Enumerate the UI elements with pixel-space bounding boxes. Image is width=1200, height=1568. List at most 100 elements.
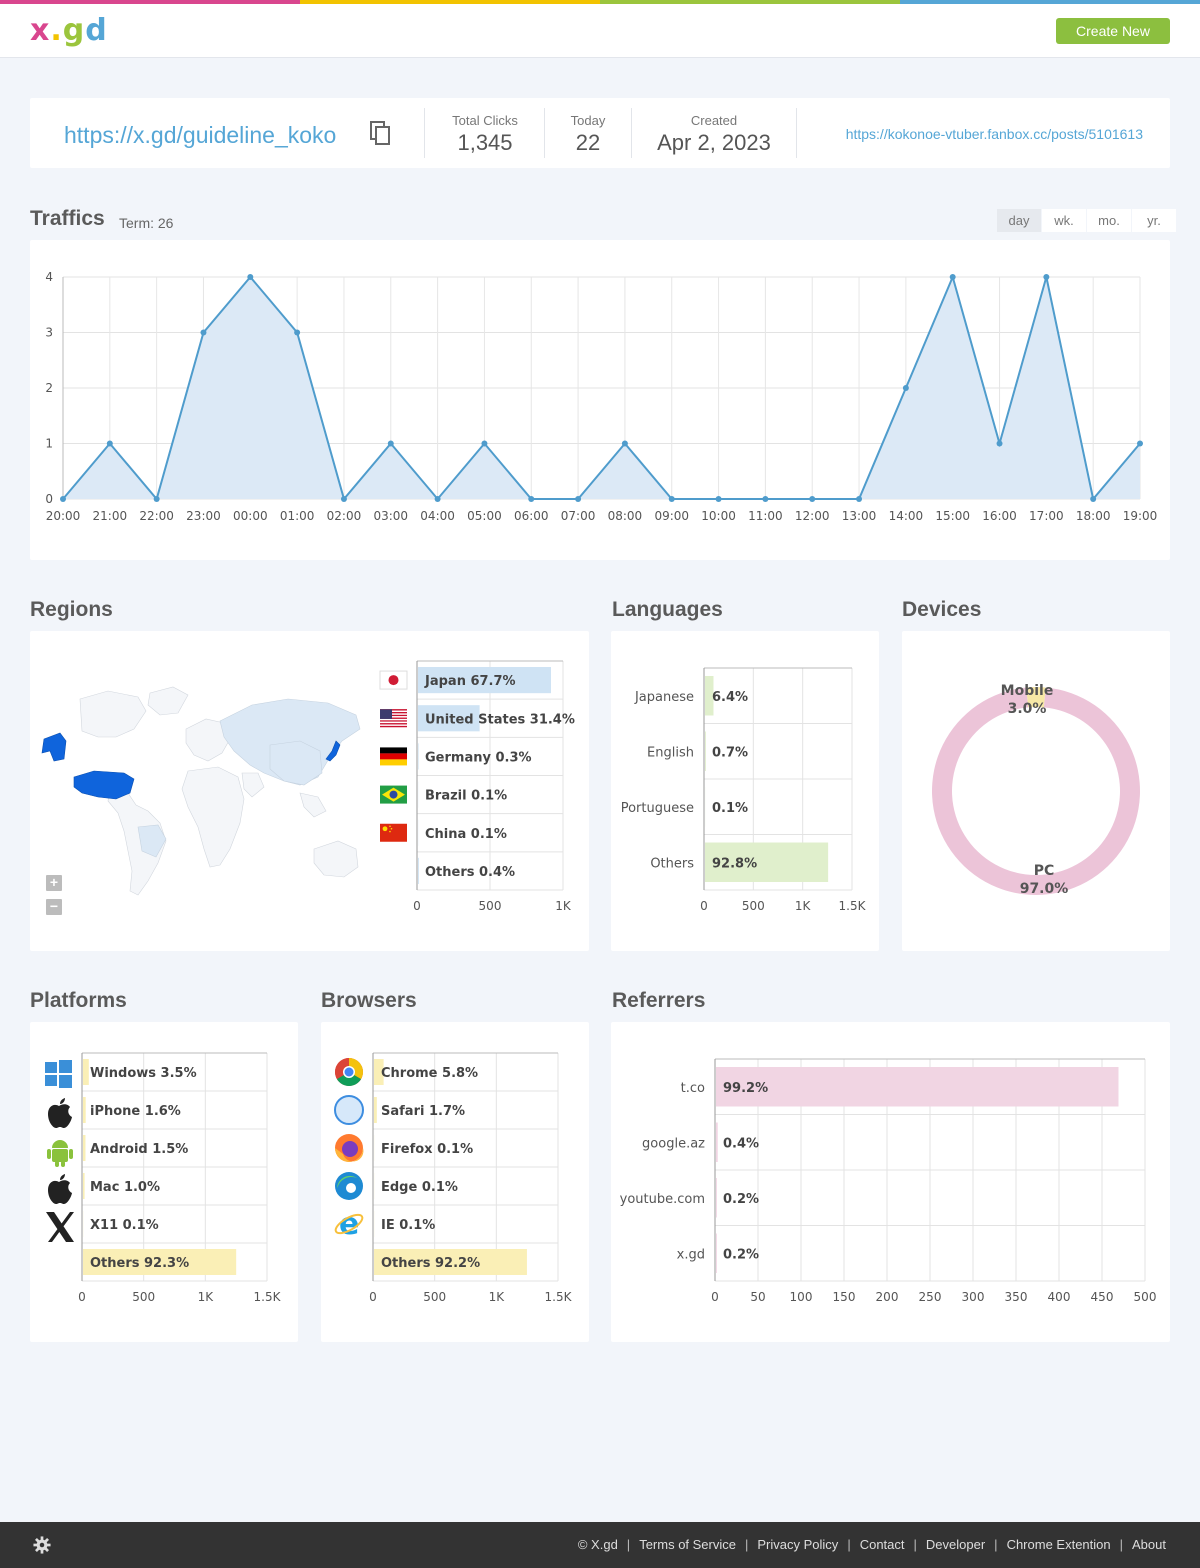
data-point[interactable] [387,440,394,447]
data-point[interactable] [294,329,301,336]
bar[interactable] [374,1249,527,1275]
create-new-button[interactable]: Create New [1056,18,1170,44]
data-point[interactable] [1137,440,1143,447]
x-tick-label: 13:00 [842,509,877,523]
data-point[interactable] [575,496,582,502]
data-point[interactable] [60,496,66,502]
platforms-title: Platforms [30,989,127,1012]
map-land-arabia [241,772,265,798]
world-map[interactable] [38,681,368,921]
map-land-brazil [137,824,167,858]
data-point[interactable] [856,496,863,502]
data-point[interactable] [996,440,1003,447]
x-tick-label: 0 [413,899,421,913]
short-url-link[interactable]: https://x.gd/guideline_koko [64,122,337,148]
data-point[interactable] [1090,496,1097,502]
bar[interactable] [83,1135,86,1161]
data-point[interactable] [481,440,488,447]
map-land-africa [181,766,245,868]
x-tick-label: 100 [790,1290,813,1304]
bar[interactable] [418,743,419,770]
map-land-greenland [147,686,189,716]
flag-icons [379,670,408,842]
data-point[interactable] [621,440,628,447]
data-point[interactable] [200,329,207,336]
platforms-bar-chart: 0 500 1K 1.5K Windows 3.5% iPhone 1.6% Android… [78,1052,282,1304]
x-tick-label: 500 [132,1290,155,1304]
data-point[interactable] [762,496,769,502]
copy-icon[interactable] [370,121,392,147]
footer-link-terms[interactable]: Terms of Service [639,1537,736,1552]
devices-donut-chart: Mobile 3.0% PC 97.0% [932,683,1140,897]
data-point[interactable] [434,496,441,502]
bar-label: Firefox 0.1% [381,1142,473,1157]
bar[interactable] [374,1059,384,1085]
data-point[interactable] [668,496,675,502]
data-point[interactable] [949,274,956,280]
traffic-line-chart: 0 1 2 3 4 20:00 21:00 22:00 23:00 00:00 01:00 02:00… [45,270,1157,523]
bar-label: Edge 0.1% [381,1180,458,1195]
bar[interactable] [83,1097,86,1123]
data-point[interactable] [528,496,535,502]
bar[interactable] [83,1173,85,1199]
bar[interactable] [374,1097,377,1123]
bar[interactable] [716,1122,718,1163]
footer-link-chrome-extension[interactable]: Chrome Extention [1006,1537,1111,1552]
divider [631,108,632,158]
bar[interactable] [716,1067,1119,1107]
firefox-icon [335,1134,364,1162]
tab-day[interactable]: day [996,209,1041,232]
bar[interactable] [83,1249,237,1275]
bar[interactable] [83,1059,89,1085]
destination-url-link[interactable]: https://kokonoe-vtuber.fanbox.cc/posts/5… [845,126,1143,142]
footer: © X.gd | Terms of Service | Privacy Policy… [0,1522,1200,1568]
data-point[interactable] [247,274,254,280]
today-label: Today [570,113,606,128]
data-point[interactable] [1043,274,1050,280]
data-point[interactable] [153,496,160,502]
xgd-logo[interactable]: x.gd [30,13,108,48]
map-land-china [269,740,323,786]
footer-link-about[interactable]: About [1132,1537,1166,1552]
top-color-stripe [0,0,1200,4]
footer-link-developer[interactable]: Developer [925,1537,986,1552]
gear-icon[interactable] [33,1536,51,1554]
bar[interactable] [705,731,706,772]
x-tick-label: 00:00 [233,509,268,523]
bar-label: Brazil 0.1% [425,789,507,804]
category-label: Others [650,856,694,871]
x-tick-label: 18:00 [1076,509,1111,523]
footer-link-privacy[interactable]: Privacy Policy [757,1537,839,1552]
bar[interactable] [418,667,552,694]
x-tick-label: 0 [711,1290,719,1304]
bar-label: 6.4% [712,690,748,705]
bar[interactable] [418,705,480,732]
tab-week[interactable]: wk. [1041,209,1086,232]
safari-icon [334,1095,364,1125]
data-point[interactable] [809,496,816,502]
zoom-in-button[interactable]: + [46,875,62,891]
x-tick-label: 09:00 [654,509,689,523]
slice-mobile[interactable] [1026,687,1046,708]
footer-link-contact[interactable]: Contact [859,1537,905,1552]
devices-card: Mobile 3.0% PC 97.0% [902,631,1170,951]
data-point[interactable] [340,496,347,502]
data-point[interactable] [902,385,909,391]
x-tick-label: 250 [919,1290,942,1304]
bar[interactable] [705,842,829,883]
x-tick-label: 1K [795,899,812,913]
data-point[interactable] [106,440,113,447]
top-bar: x.gd Create New [0,4,1200,58]
bar[interactable] [418,857,419,884]
x-tick-label: 1K [555,899,572,913]
tab-year[interactable]: yr. [1131,209,1176,232]
x-tick-label: 0 [700,899,708,913]
tab-month[interactable]: mo. [1086,209,1131,232]
bar[interactable] [716,1233,717,1274]
data-point[interactable] [715,496,722,502]
bar[interactable] [716,1178,717,1218]
zoom-out-button[interactable]: − [46,899,62,915]
x-tick-label: 1K [489,1290,506,1304]
bar[interactable] [705,676,714,716]
bar-label: 0.2% [723,1247,759,1262]
